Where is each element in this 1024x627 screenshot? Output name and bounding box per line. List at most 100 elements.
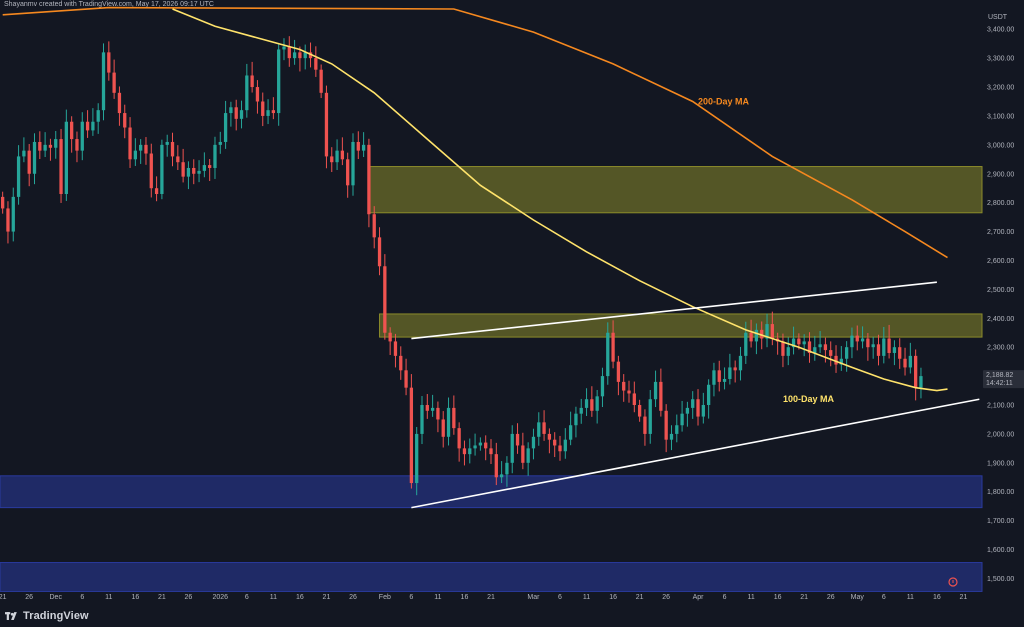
footer: TradingView — [0, 606, 1024, 627]
candle-body — [415, 433, 419, 484]
candle-body — [558, 445, 562, 452]
candle-body — [388, 332, 392, 342]
candle-body — [245, 75, 249, 111]
x-tick-label: 11 — [434, 594, 441, 601]
candle-body — [43, 144, 47, 151]
candle-body — [632, 393, 636, 406]
candle-body — [112, 72, 116, 93]
candle-body — [6, 208, 10, 232]
ma-layer — [2, 6, 948, 392]
candle-body — [722, 378, 727, 382]
x-tick-label: Apr — [693, 594, 705, 601]
candle-body — [430, 407, 435, 411]
candle-body — [75, 139, 79, 151]
candle-body — [802, 341, 806, 345]
candle-body — [860, 338, 865, 342]
candle-body — [563, 439, 567, 452]
candle-body — [494, 454, 498, 478]
countdown-label: 14:42:11 — [986, 380, 1013, 387]
candle-body — [462, 448, 467, 455]
ma100-label: 100-Day MA — [783, 394, 835, 404]
candle-body — [542, 422, 546, 434]
y-axis: 1,500.00 1,600.00 1,700.00 1,800.00 1,900.00… — [987, 27, 1014, 583]
y-tick-label: 3,100.00 — [987, 113, 1014, 120]
candle-body — [70, 121, 74, 140]
y-tick-label: 2,900.00 — [987, 171, 1014, 178]
candle-body — [250, 75, 254, 88]
candle-body — [728, 367, 732, 379]
candle-body — [22, 150, 26, 157]
x-tick-label: 2026 — [212, 594, 228, 601]
candle-body — [133, 150, 138, 160]
candle-body — [547, 433, 552, 440]
y-tick-label: 3,400.00 — [987, 27, 1014, 34]
candle-body — [85, 121, 90, 131]
y-tick-label: 2,500.00 — [987, 287, 1014, 294]
candle-body — [27, 150, 31, 174]
trendline-0[interactable] — [411, 281, 937, 340]
tradingview-logo[interactable]: TradingView — [5, 610, 89, 622]
y-tick-label: 2,600.00 — [987, 258, 1014, 265]
tradingview-logo-icon — [5, 611, 17, 620]
candle-body — [744, 332, 748, 356]
candle-body — [255, 87, 260, 102]
candle-body — [701, 405, 705, 417]
candle-body — [813, 347, 817, 353]
candle-body — [356, 141, 360, 151]
candle-body — [261, 101, 265, 116]
x-tick-label: Mar — [527, 594, 540, 601]
candle-body — [770, 324, 774, 339]
candle-body — [510, 433, 514, 463]
y-tick-label: 3,000.00 — [987, 142, 1014, 149]
candle-body — [499, 474, 504, 478]
x-tick-label: 6 — [245, 594, 249, 601]
candle-body — [149, 153, 153, 189]
candle-body — [903, 358, 907, 368]
candle-body — [223, 113, 228, 142]
candle-body — [696, 399, 700, 417]
ma200-line — [2, 6, 948, 259]
candle-body — [452, 407, 456, 429]
candle-body — [80, 121, 84, 151]
trendline-1[interactable] — [411, 398, 980, 509]
currency-label[interactable]: USDT — [988, 14, 1008, 21]
candle-body — [855, 335, 859, 342]
candle-body — [611, 332, 615, 362]
candle-body — [537, 422, 541, 437]
trend-layer — [411, 281, 980, 509]
candle-body — [282, 46, 286, 50]
chart-attribution: Shayanmv created with TradingView.com, M… — [4, 1, 214, 8]
candle-body — [186, 167, 191, 177]
candle-body — [834, 355, 838, 365]
candles-layer — [1, 36, 923, 496]
candle-body — [176, 156, 180, 163]
candle-body — [404, 370, 408, 388]
candle-body — [675, 425, 679, 434]
candle-body — [117, 92, 122, 114]
candle-body — [192, 167, 196, 174]
x-tick-label: 6 — [558, 594, 562, 601]
candle-body — [643, 416, 647, 434]
x-tick-label: 21 — [323, 594, 331, 601]
zone-0 — [368, 166, 983, 214]
x-tick-label: 21 — [0, 594, 7, 601]
x-tick-label: Dec — [50, 594, 63, 601]
candle-body — [239, 110, 244, 119]
candle-body — [287, 46, 291, 59]
candle-body — [446, 407, 451, 437]
x-tick-label: 26 — [349, 594, 357, 601]
candle-body — [409, 387, 414, 484]
candle-body — [197, 170, 201, 174]
alert-icon[interactable] — [948, 577, 958, 587]
x-tick-label: 16 — [131, 594, 139, 601]
x-tick-label: 11 — [747, 594, 754, 601]
candle-body — [691, 399, 695, 408]
candle-body — [165, 141, 169, 145]
y-tick-label: 3,200.00 — [987, 85, 1014, 92]
candle-body — [123, 113, 127, 128]
x-tick-label: Feb — [379, 594, 391, 601]
candle-body — [807, 341, 812, 353]
zones-layer — [0, 166, 983, 592]
x-tick-label: 6 — [80, 594, 84, 601]
